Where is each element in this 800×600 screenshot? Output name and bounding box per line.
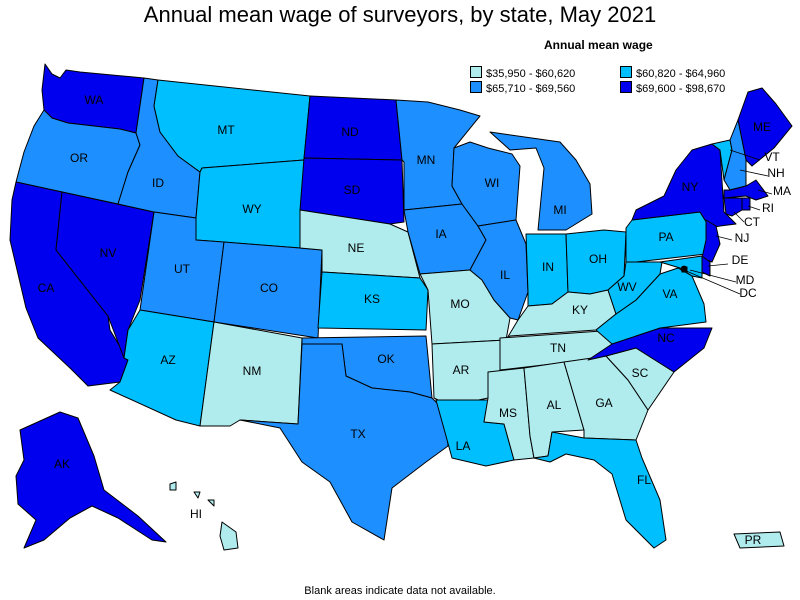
legend-title: Annual mean wage	[544, 38, 653, 52]
state-label-ut: UT	[174, 262, 191, 276]
footnote: Blank areas indicate data not available.	[304, 585, 496, 597]
leader-line-nh	[739, 169, 769, 177]
state-label-ar: AR	[453, 363, 470, 377]
state-label-id: ID	[152, 176, 164, 190]
state-label-ak: AK	[54, 457, 70, 471]
state-label-ia: IA	[435, 227, 446, 241]
state-label-nj: NJ	[735, 231, 750, 245]
leader-line-ri	[747, 205, 761, 211]
state-label-tn: TN	[550, 341, 566, 355]
state-label-mn: MN	[417, 153, 436, 167]
state-label-wi: WI	[485, 176, 500, 190]
state-label-il: IL	[500, 268, 510, 282]
state-label-ne: NE	[348, 241, 365, 255]
legend-item-bin-1: $35,950 - $60,620	[470, 66, 575, 80]
leader-line-ma	[757, 189, 773, 195]
state-label-tx: TX	[350, 427, 365, 441]
state-label-ky: KY	[572, 303, 588, 317]
state-label-in: IN	[542, 260, 554, 274]
state-label-nv: NV	[100, 246, 117, 260]
state-nj	[701, 219, 721, 263]
state-label-va: VA	[662, 287, 677, 301]
state-label-ok: OK	[377, 352, 394, 366]
state-ks	[317, 271, 429, 331]
state-ma	[723, 179, 769, 201]
state-label-ca: CA	[38, 281, 55, 295]
state-ri	[741, 197, 751, 211]
state-label-mt: MT	[217, 123, 235, 137]
legend-item-bin-4: $69,600 - $98,670	[620, 81, 725, 95]
state-sd	[299, 157, 405, 225]
leader-line-de	[707, 263, 729, 267]
legend-swatch-bin-3	[470, 81, 482, 93]
state-label-co: CO	[260, 281, 278, 295]
state-label-me: ME	[753, 120, 771, 134]
state-me	[737, 87, 793, 167]
state-label-ks: KS	[364, 292, 380, 306]
state-label-oh: OH	[589, 252, 607, 266]
state-label-ri: RI	[762, 201, 774, 215]
state-label-az: AZ	[160, 353, 175, 367]
legend-swatch-bin-1	[470, 66, 482, 78]
state-label-ms: MS	[499, 406, 517, 420]
state-ny	[631, 143, 737, 229]
state-mi	[489, 131, 593, 231]
map-title: Annual mean wage of surveyors, by state,…	[143, 2, 657, 27]
leader-line-nj	[715, 235, 733, 241]
state-label-nd: ND	[341, 125, 359, 139]
state-label-ct: CT	[744, 215, 761, 229]
state-label-vt: VT	[764, 150, 780, 164]
legend-swatch-bin-2	[620, 66, 632, 78]
leader-line-dc	[683, 269, 741, 295]
state-label-ga: GA	[595, 396, 612, 410]
legend-swatch-bin-4	[620, 81, 632, 93]
state-label-mi: MI	[553, 203, 566, 217]
state-label-mo: MO	[450, 297, 469, 311]
legend-item-bin-3: $65,710 - $69,560	[470, 81, 575, 95]
state-label-ma: MA	[773, 184, 791, 198]
state-label-wa: WA	[85, 93, 104, 107]
state-ky	[505, 289, 617, 341]
state-label-nm: NM	[243, 364, 262, 378]
state-label-hi: HI	[190, 507, 202, 521]
state-label-al: AL	[547, 398, 562, 412]
state-tx	[239, 343, 449, 541]
state-label-or: OR	[70, 151, 88, 165]
state-label-dc: DC	[739, 286, 757, 300]
state-label-pa: PA	[658, 230, 673, 244]
state-label-la: LA	[456, 439, 471, 453]
legend-item-bin-2: $60,820 - $64,960	[620, 66, 725, 80]
state-ak	[15, 411, 167, 549]
legend: Annual mean wage $35,950 - $60,620 $60,8…	[470, 38, 790, 98]
state-il	[469, 219, 529, 321]
state-ct	[723, 197, 743, 217]
state-label-wy: WY	[242, 202, 261, 216]
state-label-fl: FL	[637, 473, 651, 487]
state-label-wv: WV	[617, 280, 636, 294]
state-label-sd: SD	[344, 183, 361, 197]
state-label-nh: NH	[767, 166, 784, 180]
state-fl	[533, 431, 667, 549]
state-pr	[733, 531, 785, 549]
state-md	[659, 255, 703, 279]
state-hi	[169, 481, 239, 551]
state-label-nc: NC	[657, 331, 675, 345]
leader-line-md	[689, 269, 737, 283]
state-label-sc: SC	[632, 366, 649, 380]
leader-line-vt	[729, 149, 761, 161]
state-wi	[451, 141, 521, 227]
dc-marker	[680, 265, 688, 273]
leader-line-ct	[733, 211, 745, 223]
state-label-ny: NY	[682, 180, 699, 194]
state-label-md: MD	[736, 273, 755, 287]
state-label-de: DE	[732, 253, 749, 267]
state-label-pr: PR	[745, 533, 762, 547]
